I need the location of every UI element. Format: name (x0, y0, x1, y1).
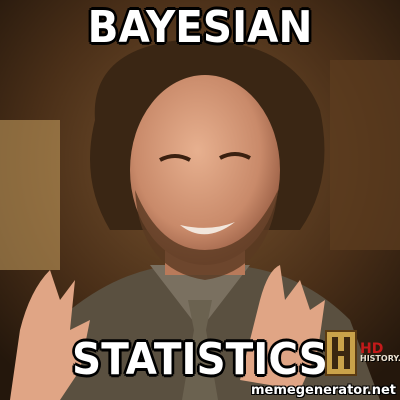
channel-logo-text: HISTORY.COM (360, 354, 400, 363)
meme-top-text: BAYESIAN (87, 2, 313, 53)
logo-hd-text: HD (360, 341, 383, 357)
meme-bottom-text: STATISTICS (72, 334, 328, 385)
watermark: memegenerator.net (250, 383, 396, 398)
history-channel-logo-icon: HD (325, 330, 383, 376)
